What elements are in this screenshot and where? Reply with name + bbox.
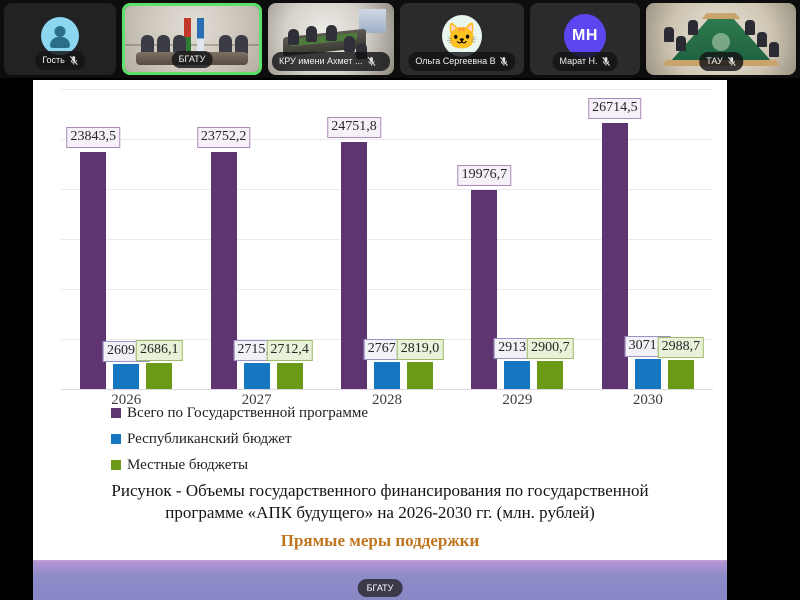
participant-tile-guest[interactable]: Гость <box>4 3 116 75</box>
caption-subtitle: Прямые меры поддержки <box>280 530 480 550</box>
chart-gridline <box>61 189 713 190</box>
presenter-band: БГАТУ <box>33 560 727 600</box>
legend-label: Всего по Государственной программе <box>127 404 369 421</box>
mic-off-icon <box>69 55 78 66</box>
participant-tile-kru[interactable]: КРУ имени Ахмет ... <box>268 3 394 75</box>
cat-avatar-icon: 🐱 <box>442 15 482 58</box>
x-axis-tick-label: 2026 <box>111 392 142 408</box>
participant-name: Марат Н. <box>559 56 598 66</box>
participant-tile-marat[interactable]: МН Марат Н. <box>530 3 640 75</box>
legend-item-republican: Республиканский бюджет <box>111 426 368 452</box>
participant-name-pill: БГАТУ <box>171 51 213 68</box>
chart-value-label: 2686,1 <box>135 340 183 362</box>
avatar-initials: МН <box>564 14 606 59</box>
chart-value-label: 23752,2 <box>196 127 251 149</box>
chart-bar: 2988,7 <box>657 337 705 390</box>
mic-off-icon <box>602 56 611 67</box>
chart-bar-group: 23843,5 2609,7 2686,1 <box>61 80 191 390</box>
participant-tile-bgatu[interactable]: БГАТУ <box>122 3 262 75</box>
chart-gridline <box>61 89 713 90</box>
slide-caption: Рисунок - Объемы государственного финанс… <box>53 480 707 551</box>
legend-swatch-icon <box>111 434 121 444</box>
chart-value-label: 24751,8 <box>327 117 381 139</box>
chart-legend: Всего по Государственной программе Респу… <box>111 400 368 478</box>
chart-bar: 2767,7 <box>363 339 411 390</box>
chart-x-axis: 2026 2027 2028 2029 2030 <box>61 392 713 414</box>
x-axis-tick-label: 2027 <box>241 392 272 408</box>
participant-name: ТАУ <box>706 56 723 66</box>
chart-value-label: 2900,7 <box>527 338 574 359</box>
chart-gridline <box>61 239 713 240</box>
legend-swatch-icon <box>111 460 121 470</box>
video-feed <box>646 3 796 75</box>
legend-label: Местные бюджеты <box>127 456 249 473</box>
legend-swatch-icon <box>111 408 121 418</box>
chart-bar: 2913,9 <box>494 337 541 390</box>
legend-item-total: Всего по Государственной программе <box>111 400 368 426</box>
participant-tile-tau[interactable]: ТАУ <box>646 3 796 75</box>
chart-bar: 2819,0 <box>396 338 444 390</box>
chart-bar: 2686,1 <box>135 340 183 390</box>
x-axis-tick-label: 2030 <box>632 392 663 408</box>
chart-bar-group: 26714,5 3071,6 2988,7 <box>583 80 713 390</box>
chart-bar-group: 23752,2 2715,1 2712,4 <box>191 80 321 390</box>
chart-bar: 2715,1 <box>233 339 280 390</box>
participant-name: Ольга Сергеевна В <box>415 56 496 66</box>
participant-name: Гость <box>42 55 65 65</box>
chart-value-label: 23843,5 <box>66 126 120 148</box>
chart-bar: 3071,6 <box>624 336 672 390</box>
chart-value-label: 2819,0 <box>396 338 444 360</box>
participant-name-pill: ТАУ <box>699 52 743 71</box>
person-icon <box>41 17 79 56</box>
chart-bar-groups: 23843,5 2609,7 2686,1 23752,2 2715,1 2712,4 24… <box>61 80 713 390</box>
mic-off-icon <box>367 56 376 67</box>
participant-filmstrip: Гость БГАТУ <box>0 0 800 78</box>
legend-item-local: Местные бюджеты <box>111 452 368 478</box>
participant-tile-olga[interactable]: 🐱 Ольга Сергеевна В <box>400 3 524 75</box>
chart-bar: 19976,7 <box>457 165 512 390</box>
legend-label: Республиканский бюджет <box>127 430 292 447</box>
chart-gridline <box>61 289 713 290</box>
chart-bar: 23843,5 <box>66 126 120 390</box>
presenter-name-pill: БГАТУ <box>357 579 403 597</box>
participant-name-pill: Гость <box>35 51 85 70</box>
mic-off-icon <box>727 56 736 67</box>
participant-name-pill: КРУ имени Ахмет ... <box>272 52 390 71</box>
chart-value-label: 2712,4 <box>266 339 313 361</box>
bar-chart: 23843,5 2609,7 2686,1 23752,2 2715,1 2712,4 24… <box>33 80 727 390</box>
avatar-initials-text: МН <box>572 27 598 45</box>
chart-bar: 24751,8 <box>327 117 381 390</box>
participant-name: БГАТУ <box>178 54 206 64</box>
chart-gridline <box>61 139 713 140</box>
chart-value-label: 2988,7 <box>657 337 705 359</box>
caption-line-2: программе «АПК будущего» на 2026-2030 гг… <box>165 503 595 523</box>
chart-bar: 2609,7 <box>102 340 150 390</box>
chart-bar: 23752,2 <box>196 127 251 390</box>
chart-value-label: 26714,5 <box>588 97 642 119</box>
chart-bar-group: 19976,7 2913,9 2900,7 <box>452 80 582 390</box>
chart-bar-group: 24751,8 2767,7 2819,0 <box>322 80 452 390</box>
chart-value-label: 19976,7 <box>457 165 512 187</box>
participant-name: КРУ имени Ахмет ... <box>279 56 363 66</box>
mic-off-icon <box>500 56 509 67</box>
caption-line-1: Рисунок - Объемы государственного финанс… <box>111 481 649 500</box>
participant-name-pill: Ольга Сергеевна В <box>408 52 516 71</box>
participant-name-pill: Марат Н. <box>552 52 618 71</box>
x-axis-tick-label: 2028 <box>372 392 403 408</box>
chart-bar: 2712,4 <box>266 339 313 390</box>
chart-bar: 2900,7 <box>527 338 574 390</box>
shared-slide[interactable]: 23843,5 2609,7 2686,1 23752,2 2715,1 2712,4 24… <box>33 80 727 590</box>
chart-bar: 26714,5 <box>588 97 642 390</box>
x-axis-tick-label: 2029 <box>502 392 533 408</box>
